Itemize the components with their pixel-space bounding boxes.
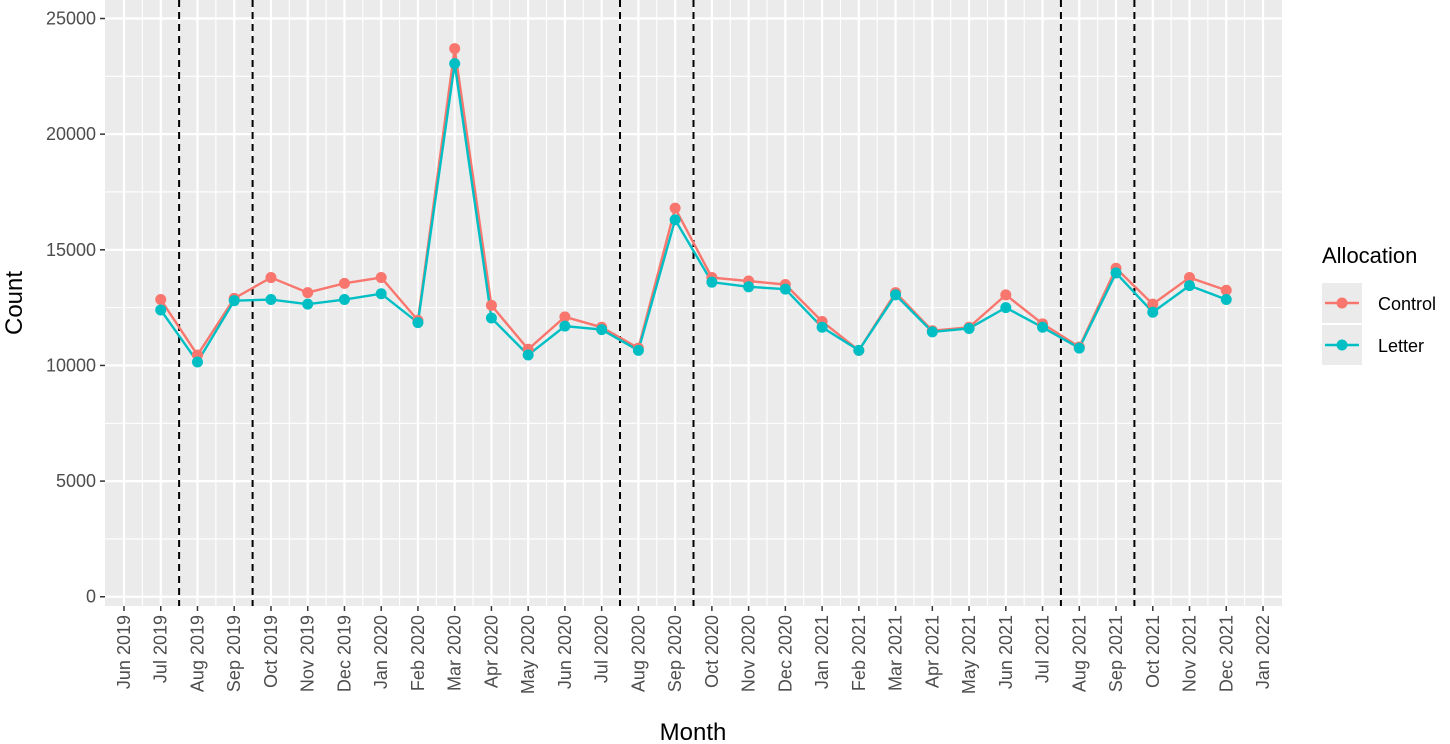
x-tick-label: Mar 2021	[886, 615, 906, 691]
data-point-control	[669, 202, 681, 214]
legend-label-letter: Letter	[1378, 336, 1424, 356]
x-tick-label: Jan 2020	[371, 615, 391, 689]
data-point-letter	[375, 288, 387, 300]
x-tick-label: Mar 2020	[445, 615, 465, 691]
data-point-letter	[302, 298, 314, 310]
data-point-letter	[449, 58, 461, 70]
legend-title: Allocation	[1322, 243, 1417, 268]
data-point-control	[338, 277, 350, 289]
y-tick-label: 5000	[56, 471, 96, 491]
data-point-letter	[890, 289, 902, 301]
data-point-control	[1220, 284, 1232, 296]
x-tick-label: Feb 2020	[408, 615, 428, 691]
data-point-control	[265, 272, 277, 284]
y-tick-label: 15000	[46, 240, 96, 260]
x-tick-label: Sep 2021	[1106, 615, 1126, 692]
data-point-letter	[155, 304, 167, 316]
y-axis: 0 5000 10000 15000 20000 25000	[46, 9, 105, 607]
x-tick-label: Oct 2021	[1143, 615, 1163, 688]
data-point-letter	[265, 294, 277, 306]
data-point-control	[375, 272, 387, 284]
y-tick-label: 20000	[46, 124, 96, 144]
x-tick-label: Jul 2019	[151, 615, 171, 683]
data-point-letter	[522, 349, 534, 361]
x-tick-label: Aug 2021	[1069, 615, 1089, 692]
data-point-letter	[669, 214, 681, 226]
x-tick-label: Nov 2020	[739, 615, 759, 692]
data-point-letter	[706, 276, 718, 288]
data-point-control	[485, 299, 497, 311]
x-tick-label: Dec 2019	[334, 615, 354, 692]
data-point-letter	[485, 312, 497, 324]
data-point-letter	[1073, 342, 1085, 354]
data-point-control	[1147, 298, 1159, 310]
x-tick-label: Jan 2021	[812, 615, 832, 689]
data-point-letter	[228, 295, 240, 307]
dashed-reference-lines	[178, 0, 1136, 606]
x-tick-label: Jun 2021	[996, 615, 1016, 689]
x-tick-label: Oct 2019	[261, 615, 281, 688]
legend-point-letter	[1336, 339, 1348, 351]
x-tick-label: May 2020	[518, 615, 538, 694]
series-line-control	[159, 48, 1227, 358]
x-axis: Jun 2019 Jul 2019 Aug 2019 Sep 2019 Oct 2019…	[114, 606, 1273, 694]
x-tick-label: Jan 2022	[1253, 615, 1273, 689]
legend-point-control	[1336, 297, 1348, 309]
data-point-letter	[632, 344, 644, 356]
data-point-letter	[412, 317, 424, 329]
data-point-letter	[191, 356, 203, 368]
data-point-control	[559, 311, 571, 323]
data-point-letter	[1184, 280, 1196, 292]
data-point-letter	[853, 344, 865, 356]
data-point-letter	[559, 320, 571, 332]
data-point-letter	[779, 283, 791, 295]
x-tick-label: Aug 2019	[187, 615, 207, 692]
data-point-letter	[743, 281, 755, 293]
data-point-letter	[1000, 302, 1012, 314]
data-point-letter	[816, 321, 828, 333]
x-tick-label: Oct 2020	[702, 615, 722, 688]
y-tick-label: 10000	[46, 355, 96, 375]
data-point-letter	[1147, 306, 1159, 318]
data-point-control	[1184, 272, 1196, 284]
series-line-letter	[159, 63, 1227, 365]
x-tick-label: Apr 2020	[481, 615, 501, 688]
x-tick-label: Nov 2019	[298, 615, 318, 692]
x-tick-label: Apr 2021	[922, 615, 942, 688]
x-tick-label: Sep 2019	[224, 615, 244, 692]
data-point-letter	[1220, 294, 1232, 306]
x-tick-label: Nov 2021	[1180, 615, 1200, 692]
y-tick-label: 0	[86, 587, 96, 607]
x-tick-label: Feb 2021	[849, 615, 869, 691]
x-tick-label: Jul 2020	[592, 615, 612, 683]
x-tick-label: May 2021	[959, 615, 979, 694]
data-point-letter	[338, 294, 350, 306]
data-point-letter	[596, 324, 608, 336]
data-point-control	[155, 294, 167, 306]
legend-label-control: Control	[1378, 294, 1436, 314]
x-tick-label: Aug 2020	[628, 615, 648, 692]
data-point-control	[1000, 289, 1012, 301]
x-tick-label: Jun 2020	[555, 615, 575, 689]
data-point-letter	[1110, 267, 1122, 279]
x-tick-label: Sep 2020	[665, 615, 685, 692]
series-lines	[159, 48, 1227, 365]
x-tick-label: Jun 2019	[114, 615, 134, 689]
data-point-letter	[1037, 321, 1049, 333]
x-axis-title: Month	[660, 719, 727, 744]
series-points	[155, 43, 1232, 368]
data-point-control	[302, 287, 314, 299]
y-tick-label: 25000	[46, 9, 96, 29]
legend: Allocation Control Letter	[1322, 243, 1436, 365]
x-tick-label: Dec 2020	[775, 615, 795, 692]
y-axis-title: Count	[1, 271, 28, 335]
x-tick-label: Jul 2021	[1033, 615, 1053, 683]
data-point-letter	[926, 326, 938, 338]
x-tick-label: Dec 2021	[1216, 615, 1236, 692]
data-point-letter	[963, 322, 975, 334]
data-point-control	[449, 43, 461, 55]
